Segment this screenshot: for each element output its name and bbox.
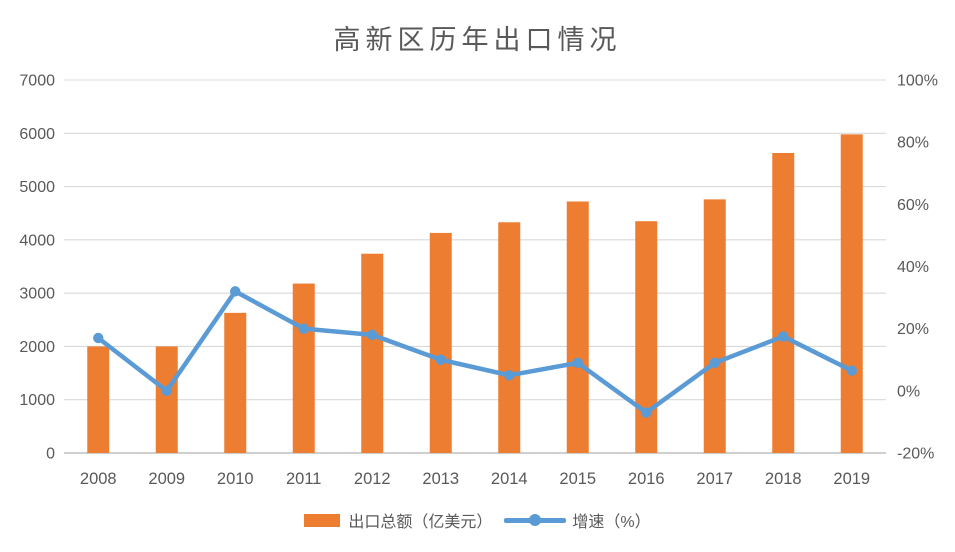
bar-2014 xyxy=(498,222,521,453)
left-axis-tick-label: 6000 xyxy=(19,126,55,143)
x-axis-category-label: 2016 xyxy=(628,470,665,488)
bar-series-label: 出口总额（亿美元） xyxy=(348,514,493,531)
bar-2011 xyxy=(292,283,315,453)
line-marker-2012 xyxy=(367,329,378,341)
chart-title: 高新区历年出口情况 xyxy=(333,25,622,55)
x-axis-category-label: 2018 xyxy=(765,470,802,488)
bar-2016 xyxy=(635,221,658,453)
legend: 出口总额（亿美元） 增速（%） xyxy=(0,508,955,532)
legend-item-bars: 出口总额（亿美元） xyxy=(304,508,492,532)
bar-2009 xyxy=(155,346,178,453)
line-marker-2010 xyxy=(230,286,241,297)
bar-series-swatch xyxy=(304,513,341,527)
plot-area: 0 1000 2000 3000 4000 5000 6000 7000 -20% 0% 20% 40… xyxy=(19,73,938,489)
x-axis-category-label: 2008 xyxy=(80,470,117,488)
right-axis-tick-label: 0% xyxy=(897,383,920,400)
line-series-label: 增速（%） xyxy=(572,514,651,531)
right-axis-tick-label: 100% xyxy=(897,73,938,90)
x-axis-category-label: 2009 xyxy=(148,470,185,488)
line-marker-2013 xyxy=(435,354,446,365)
bar-2008 xyxy=(87,346,110,453)
left-axis-tick-label: 2000 xyxy=(19,339,55,356)
right-axis-tick-label: 40% xyxy=(897,259,929,276)
line-marker-2019 xyxy=(846,365,857,376)
left-axis-tick-label: 1000 xyxy=(19,392,55,409)
line-series-swatch xyxy=(504,514,567,526)
legend-item-line: 增速（%） xyxy=(492,508,651,532)
x-axis-category-label: 2017 xyxy=(696,470,733,488)
line-marker-2017 xyxy=(709,357,720,369)
line-marker-2015 xyxy=(572,357,583,369)
bar-2019 xyxy=(840,134,863,453)
growth-line xyxy=(96,289,854,415)
left-axis-tick-label: 3000 xyxy=(19,286,55,303)
line-marker-2008 xyxy=(93,332,104,344)
x-axis-category-label: 2014 xyxy=(491,470,528,488)
bar-2012 xyxy=(361,253,384,453)
bar-2015 xyxy=(566,201,589,453)
line-marker-2011 xyxy=(298,323,309,334)
right-axis-tick-label: -20% xyxy=(897,446,934,463)
line-swatch-dot xyxy=(529,514,542,526)
line-marker-2009 xyxy=(161,385,172,397)
x-axis-category-label: 2011 xyxy=(286,470,321,488)
bar-2017 xyxy=(703,199,726,453)
right-axis-tick-label: 20% xyxy=(897,321,929,338)
x-axis-category-label: 2019 xyxy=(833,470,870,488)
right-axis-tick-label: 60% xyxy=(897,197,929,214)
right-axis-tick-label: 80% xyxy=(897,135,929,152)
left-axis-tick-label: 4000 xyxy=(19,232,55,249)
line-marker-2016 xyxy=(641,407,652,418)
x-axis-category-label: 2015 xyxy=(559,470,596,488)
x-axis-category-label: 2013 xyxy=(422,470,459,488)
bar-2013 xyxy=(429,232,452,453)
bar-2018 xyxy=(772,153,795,453)
left-axis-tick-label: 0 xyxy=(46,446,55,463)
x-axis-category-label: 2010 xyxy=(217,470,254,488)
left-axis-tick-label: 7000 xyxy=(19,73,55,90)
x-axis-category-label: 2012 xyxy=(354,470,391,488)
bar-2010 xyxy=(224,312,247,453)
line-marker-2018 xyxy=(778,331,789,342)
line-marker-2014 xyxy=(504,370,515,381)
left-axis-tick-label: 5000 xyxy=(19,179,55,196)
